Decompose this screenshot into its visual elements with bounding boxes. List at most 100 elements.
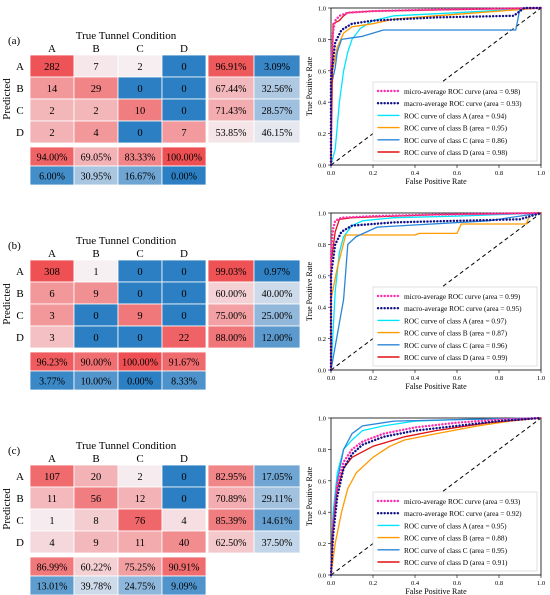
panel-label: (b): [8, 240, 21, 252]
matrix-cell: [161, 120, 207, 144]
x-tick-label: 0.6: [453, 375, 462, 382]
column-percent-value: 100.00%: [166, 153, 202, 164]
legend-label: ROC curve of class A (area = 0.97): [404, 316, 507, 325]
roc-curve-0: [329, 6, 543, 167]
column-class-label: B: [92, 453, 99, 465]
column-percent-value: 3.77%: [39, 377, 65, 388]
column-class-label: A: [48, 43, 56, 55]
x-tick-label: 0.6: [453, 170, 462, 177]
column-class-label: A: [48, 248, 56, 260]
column-percent-value: 60.22%: [81, 563, 112, 574]
row-class-label: C: [16, 310, 23, 322]
roc-curve-3: [330, 212, 542, 371]
column-percent-value: 24.75%: [125, 582, 156, 593]
row-percent-value: 67.44%: [216, 84, 247, 95]
roc-curve-3: [330, 417, 542, 576]
panel-label: (c): [8, 445, 21, 457]
legend-label: ROC curve of class D (area = 0.99): [404, 353, 508, 362]
roc-curve-4: [330, 7, 542, 166]
column-percent-value: 90.91%: [169, 563, 200, 574]
row-percent-value: 40.00%: [262, 289, 293, 300]
y-tick-label: 0.4: [318, 305, 327, 312]
y-tick-label: 0.6: [318, 478, 327, 485]
column-percent-value: 69.05%: [81, 153, 112, 164]
matrix-value: 10: [135, 106, 146, 117]
chance-diagonal: [330, 212, 542, 371]
matrix-value: 0: [137, 289, 142, 300]
row-percent-value: 46.15%: [262, 128, 293, 139]
column-percent-value: 86.99%: [37, 563, 68, 574]
roc-curve-1: [329, 416, 543, 577]
y-tick-label: 1.0: [318, 211, 326, 218]
column-percent-value: 16.67%: [125, 172, 156, 183]
roc-curve-0: [329, 416, 543, 577]
legend-label: ROC curve of class D (area = 0.98): [404, 148, 508, 157]
legend-label: ROC curve of class C (area = 0.86): [404, 136, 508, 145]
roc-curve-1: [329, 211, 543, 372]
row-percent-value: 85.39%: [216, 516, 247, 527]
legend-label: ROC curve of class A (area = 0.94): [404, 111, 507, 120]
matrix-value: 282: [44, 62, 60, 73]
matrix-value: 2: [137, 62, 142, 73]
column-percent-value: 8.33%: [171, 377, 197, 388]
row-class-label: B: [16, 288, 23, 300]
row-class-label: D: [16, 332, 24, 344]
x-tick-label: 0.8: [495, 375, 503, 382]
column-class-label: D: [180, 248, 188, 260]
matrix-value: 9: [93, 538, 98, 549]
column-percent-cell: [161, 165, 207, 186]
matrix-value: 0: [137, 267, 142, 278]
matrix-value: 40: [179, 538, 190, 549]
column-class-label: D: [180, 43, 188, 55]
matrix-value: 1: [93, 267, 98, 278]
legend-label: ROC curve of class B (area = 0.88): [404, 534, 508, 543]
legend-label: ROC curve of class B (area = 0.95): [404, 124, 508, 133]
matrix-value: 2: [93, 106, 98, 117]
matrix-cell: [161, 530, 207, 554]
matrix-value: 3: [49, 311, 54, 322]
row-percent-value: 37.50%: [262, 538, 293, 549]
row-percent-value: 53.85%: [216, 128, 247, 139]
row-percent-value: 71.43%: [216, 106, 247, 117]
row-class-label: C: [16, 105, 23, 117]
roc-curve-3: [330, 7, 542, 166]
row-percent-cell: [253, 325, 301, 349]
y-tick-label: 0.6: [318, 68, 327, 75]
matrix-value: 2: [137, 472, 142, 483]
x-tick-label: 0.2: [369, 580, 377, 587]
x-tick-label: 0.4: [411, 580, 420, 587]
y-tick-label: 0.8: [318, 447, 326, 454]
legend-box: [372, 286, 538, 367]
column-percent-value: 0.00%: [171, 172, 197, 183]
y-tick-label: 0.0: [318, 163, 326, 170]
row-percent-value: 29.11%: [262, 494, 292, 505]
x-tick-label: 0.0: [327, 170, 335, 177]
matrix-value: 107: [44, 472, 60, 483]
roc-curve-4: [330, 212, 542, 371]
x-tick-label: 0.2: [369, 170, 377, 177]
panel-label: (a): [8, 35, 21, 47]
column-percent-value: 96.23%: [37, 358, 68, 369]
chance-diagonal: [330, 7, 542, 166]
row-class-label: D: [16, 127, 24, 139]
row-percent-value: 75.00%: [216, 311, 247, 322]
y-tick-label: 0.2: [318, 131, 326, 138]
matrix-value: 9: [93, 289, 98, 300]
matrix-value: 0: [137, 128, 142, 139]
y-axis-label: True Positive Rate: [305, 56, 314, 116]
x-tick-label: 1.0: [537, 580, 545, 587]
matrix-value: 0: [181, 311, 186, 322]
matrix-value: 4: [181, 516, 187, 527]
matrix-value: 29: [91, 84, 102, 95]
legend-label: macro-average ROC curve (area = 0.92): [404, 509, 522, 518]
matrix-value: 14: [47, 84, 58, 95]
y-axis-label: True Positive Rate: [305, 261, 314, 321]
x-tick-label: 1.0: [537, 170, 545, 177]
legend-label: ROC curve of class C (area = 0.96): [404, 341, 508, 350]
matrix-value: 0: [181, 84, 186, 95]
row-percent-value: 12.00%: [262, 333, 293, 344]
matrix-value: 2: [49, 128, 54, 139]
column-percent-value: 6.00%: [39, 172, 65, 183]
legend-label: ROC curve of class C (area = 0.95): [404, 546, 508, 555]
column-class-label: B: [92, 43, 99, 55]
